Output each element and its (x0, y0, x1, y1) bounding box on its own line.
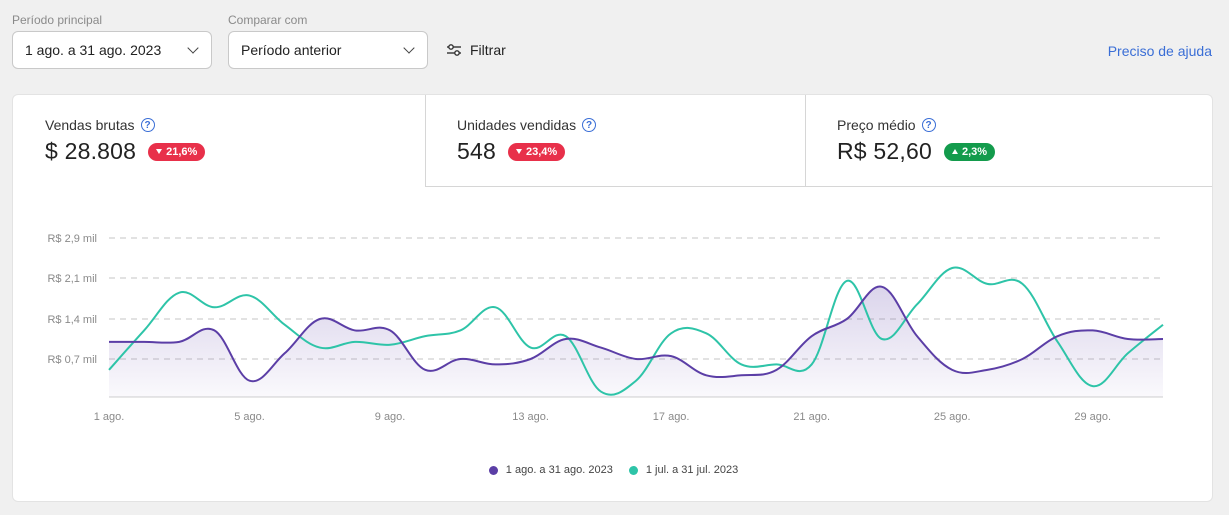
legend-label: 1 ago. a 31 ago. 2023 (505, 464, 613, 476)
arrow-down-icon (515, 149, 522, 154)
help-link[interactable]: Preciso de ajuda (1107, 43, 1212, 59)
kpi-average-price[interactable]: Preço médio ? R$ 52,60 2,3% (837, 95, 996, 187)
period-select-value: 1 ago. a 31 ago. 2023 (25, 42, 162, 58)
sales-line-chart[interactable]: R$ 0,7 mil R$ 1,4 mil R$ 2,1 mil R$ 2,9 mil… (13, 95, 1213, 455)
y-tick-label: R$ 2,9 mil (47, 233, 97, 245)
change-value: 2,3% (961, 145, 988, 158)
kpi-gross-sales[interactable]: Vendas brutas ? $ 28.808 21,6% (45, 95, 206, 187)
change-badge: 2,3% (943, 142, 996, 161)
y-tick-label: R$ 1,4 mil (47, 314, 97, 326)
filter-label: Filtrar (470, 42, 506, 58)
compare-label: Comparar com (228, 13, 308, 27)
series-line-1[interactable] (108, 266, 1164, 396)
compare-select[interactable]: Período anterior (228, 31, 428, 69)
sliders-icon (447, 44, 461, 56)
x-tick-label: 5 ago. (234, 411, 265, 423)
period-select[interactable]: 1 ago. a 31 ago. 2023 (12, 31, 212, 69)
kpi-value: $ 28.808 (45, 138, 137, 164)
chevron-down-icon (187, 41, 199, 54)
kpi-title: Vendas brutas (45, 117, 135, 133)
legend-dot (628, 465, 638, 475)
x-tick-label: 9 ago. (375, 411, 406, 423)
x-tick-label: 21 ago. (793, 411, 830, 423)
legend-item-previous[interactable]: 1 jul. a 31 jul. 2023 (628, 464, 739, 476)
question-icon[interactable]: ? (582, 118, 597, 132)
compare-select-value: Período anterior (241, 42, 342, 58)
x-tick-label: 25 ago. (934, 411, 971, 423)
change-badge: 21,6% (148, 142, 206, 161)
legend-dot (488, 465, 498, 475)
kpi-units-sold[interactable]: Unidades vendidas ? 548 23,4% (457, 95, 597, 187)
filter-button[interactable]: Filtrar (446, 40, 506, 60)
kpi-value: R$ 52,60 (837, 138, 932, 164)
change-value: 21,6% (166, 145, 198, 158)
arrow-down-icon (156, 149, 163, 154)
x-tick-label: 13 ago. (512, 411, 549, 423)
chart-legend: 1 ago. a 31 ago. 2023 1 jul. a 31 jul. 2… (13, 464, 1212, 476)
change-value: 23,4% (525, 145, 558, 158)
question-icon[interactable]: ? (921, 118, 936, 132)
kpi-value: 548 (457, 138, 496, 164)
y-tick-label: R$ 0,7 mil (47, 354, 97, 366)
question-icon[interactable]: ? (140, 118, 155, 132)
kpi-tabs-background (425, 95, 1212, 187)
kpi-divider (805, 95, 806, 187)
x-tick-label: 29 ago. (1074, 411, 1111, 423)
x-tick-label: 17 ago. (653, 411, 690, 423)
series-line-0[interactable] (108, 285, 1164, 383)
kpi-title: Unidades vendidas (457, 117, 577, 133)
kpi-title: Preço médio (837, 117, 916, 133)
change-badge: 23,4% (507, 142, 566, 161)
period-label: Período principal (12, 13, 103, 27)
arrow-up-icon (951, 149, 958, 154)
y-tick-label: R$ 2,1 mil (47, 273, 97, 285)
legend-label: 1 jul. a 31 jul. 2023 (645, 464, 739, 476)
x-tick-label: 1 ago. (94, 411, 125, 423)
chevron-down-icon (403, 41, 415, 54)
metrics-card: Vendas brutas ? $ 28.808 21,6% Unidades … (12, 94, 1213, 502)
series-area-0 (109, 286, 1163, 397)
legend-item-current[interactable]: 1 ago. a 31 ago. 2023 (488, 464, 613, 476)
